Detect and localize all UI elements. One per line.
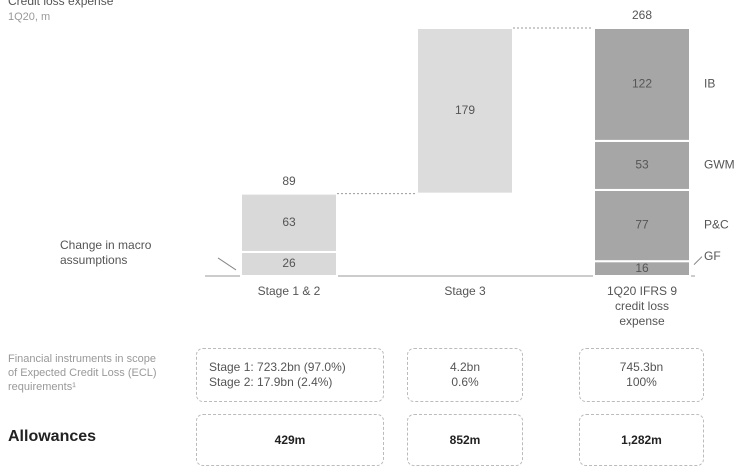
table-cell: 1,282m <box>579 414 704 466</box>
data-label: 26 <box>282 256 296 270</box>
row-label: Financial instruments in scope of Expect… <box>8 353 157 393</box>
x-tick-label: Stage 3 <box>444 284 486 298</box>
annotation: Change in macro assumptions <box>60 238 152 267</box>
segment-label: GWM <box>704 158 735 172</box>
table-cell: 4.2bn 0.6% <box>407 348 523 402</box>
annotation-box: Change in macro assumptions <box>60 238 152 267</box>
cell-line: 852m <box>449 432 481 447</box>
bar-segment <box>593 188 691 263</box>
segment-label: GF <box>704 249 721 263</box>
bar-segment <box>593 27 691 142</box>
leader-line <box>217 257 237 271</box>
data-label: 179 <box>455 103 475 117</box>
table-cell: Stage 1: 723.2bn (97.0%) Stage 2: 17.9bn … <box>196 348 384 402</box>
cell-line: Stage 1: 723.2bn (97.0%) <box>209 360 346 374</box>
segment-label: P&C <box>704 218 729 232</box>
cell-line: 1,282m <box>621 432 662 447</box>
total-label: 89 <box>282 174 296 188</box>
cell-line: 100% <box>626 375 657 389</box>
segment-label: IB <box>704 77 715 91</box>
chart-title: Credit loss expense <box>8 0 114 8</box>
cell-line: 745.3bn <box>619 360 664 374</box>
cell-line: 429m <box>274 432 306 447</box>
bar-segment <box>240 250 338 277</box>
data-label: 63 <box>282 215 296 229</box>
total-label: 268 <box>632 8 652 22</box>
data-label: 77 <box>635 218 649 232</box>
table-cell: 429m <box>196 414 384 466</box>
bar-segment <box>416 27 514 195</box>
leader-line <box>693 256 703 265</box>
bar-segment <box>240 192 338 253</box>
bar-segment <box>593 139 691 191</box>
chart-subtitle: 1Q20, m <box>8 11 50 23</box>
table-cell: 852m <box>407 414 523 466</box>
row-label: Allowances <box>8 428 97 445</box>
cell-line: 0.6% <box>451 375 479 389</box>
table-cell: 745.3bn 100% <box>579 348 704 402</box>
x-tick-label: 1Q20 IFRS 9 credit loss expense <box>606 284 678 328</box>
data-label: 53 <box>635 158 649 172</box>
cell-line: Stage 2: 17.9bn (2.4%) <box>209 375 333 389</box>
cell-line: 4.2bn <box>449 360 481 374</box>
x-tick-label: Stage 1 & 2 <box>257 284 321 298</box>
data-label: 16 <box>635 261 649 275</box>
data-label: 122 <box>632 77 652 91</box>
